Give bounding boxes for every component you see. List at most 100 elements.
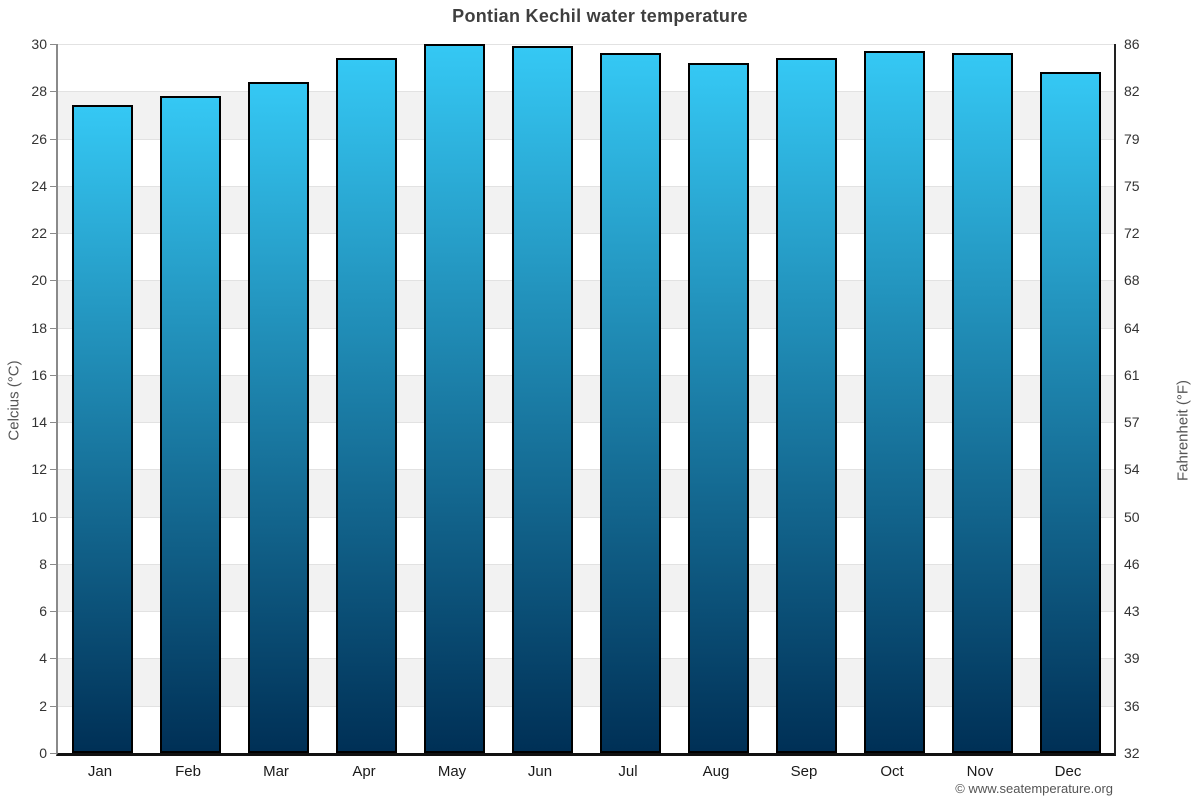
y-tick-right-79: 79 (1124, 130, 1140, 147)
chart-title: Pontian Kechil water temperature (452, 6, 748, 26)
y-tick-mark (50, 469, 56, 471)
gridline (58, 469, 1114, 471)
x-tick-aug: Aug (702, 763, 730, 780)
footer-credit-link[interactable]: © www.seatemperature.org (955, 781, 1113, 796)
y-tick-left-8: 8 (39, 555, 47, 572)
gridline (58, 563, 1114, 565)
y-tick-left-30: 30 (31, 36, 47, 52)
background-band (58, 611, 1114, 659)
x-tick-jan: Jan (87, 763, 113, 780)
y-tick-left-26: 26 (31, 130, 47, 147)
bar-jul[interactable] (599, 53, 661, 753)
gridline (58, 705, 1114, 707)
y-tick-left-2: 2 (39, 697, 47, 714)
bar-apr[interactable] (335, 58, 397, 753)
background-band (58, 233, 1114, 281)
y-tick-left-20: 20 (31, 272, 47, 289)
gridline (58, 422, 1114, 424)
y-tick-right-68: 68 (1124, 272, 1140, 289)
y-tick-mark (50, 516, 56, 518)
y-tick-mark (50, 563, 56, 565)
x-tick-mar: Mar (263, 763, 289, 780)
y-tick-right-57: 57 (1124, 414, 1140, 431)
y-tick-mark (50, 327, 56, 329)
gridline (58, 658, 1114, 660)
y-tick-right-86: 86 (1124, 36, 1140, 52)
background-band (58, 469, 1114, 518)
y-axis-label-fahrenheit: Fahrenheit (°F) (1174, 379, 1192, 482)
bar-sep[interactable] (775, 58, 837, 753)
bar-may[interactable] (423, 44, 485, 753)
gridline (58, 327, 1114, 329)
y-tick-left-18: 18 (31, 319, 47, 336)
y-tick-right-39: 39 (1124, 650, 1140, 667)
x-tick-jul: Jul (618, 763, 638, 780)
background-band (58, 658, 1114, 707)
y-tick-mark (50, 705, 56, 707)
bar-jun[interactable] (511, 46, 573, 753)
y-tick-left-12: 12 (31, 461, 47, 478)
background-band (58, 374, 1114, 423)
y-tick-mark (50, 611, 56, 613)
y-tick-right-50: 50 (1124, 508, 1140, 525)
y-tick-right-54: 54 (1124, 461, 1140, 478)
y-tick-mark (50, 658, 56, 660)
gridline (58, 374, 1114, 376)
y-tick-left-6: 6 (39, 603, 47, 620)
bar-jan[interactable] (71, 105, 133, 753)
gridline (58, 280, 1114, 282)
x-tick-oct: Oct (880, 763, 904, 780)
bar-aug[interactable] (687, 62, 749, 753)
gridline (58, 91, 1114, 93)
x-tick-nov: Nov (966, 763, 994, 780)
y-tick-mark (50, 753, 56, 754)
bar-feb[interactable] (159, 96, 221, 753)
y-tick-left-4: 4 (39, 650, 47, 667)
y-tick-right-61: 61 (1124, 366, 1140, 383)
background-band (58, 185, 1114, 234)
y-tick-left-0: 0 (39, 745, 47, 761)
x-tick-dec: Dec (1054, 763, 1082, 780)
y-tick-left-14: 14 (31, 414, 47, 431)
y-tick-right-43: 43 (1124, 603, 1140, 620)
background-band (58, 516, 1114, 565)
y-tick-left-10: 10 (31, 508, 47, 525)
gridline (58, 138, 1114, 140)
bar-nov[interactable] (951, 53, 1013, 753)
y-tick-left-22: 22 (31, 225, 47, 242)
y-tick-mark (50, 138, 56, 140)
x-tick-feb: Feb (175, 763, 201, 780)
y-tick-right-64: 64 (1124, 319, 1140, 336)
y-tick-right-82: 82 (1124, 83, 1140, 100)
gridline (58, 611, 1114, 613)
y-tick-mark (50, 91, 56, 93)
background-band (58, 422, 1114, 470)
y-tick-right-32: 32 (1124, 745, 1140, 761)
background-band (58, 705, 1114, 754)
background-band (58, 91, 1114, 140)
y-tick-mark (50, 44, 56, 45)
x-tick-sep: Sep (790, 763, 818, 780)
bar-dec[interactable] (1039, 72, 1101, 753)
y-axis-label-celsius: Celcius (°C) (5, 360, 23, 441)
y-tick-right-75: 75 (1124, 177, 1140, 194)
x-tick-may: May (437, 763, 467, 780)
y-tick-left-24: 24 (31, 177, 47, 194)
gridline (58, 44, 1114, 45)
y-tick-right-46: 46 (1124, 555, 1140, 572)
gridline (58, 233, 1114, 235)
gridline (58, 516, 1114, 518)
background-band (58, 44, 1114, 92)
y-tick-mark (50, 280, 56, 282)
y-tick-mark (50, 185, 56, 187)
y-tick-mark (50, 374, 56, 376)
y-tick-mark (50, 422, 56, 424)
bar-mar[interactable] (247, 81, 309, 753)
background-band (58, 138, 1114, 187)
bar-oct[interactable] (863, 51, 925, 753)
y-tick-right-36: 36 (1124, 697, 1140, 714)
y-tick-right-72: 72 (1124, 225, 1140, 242)
background-band (58, 563, 1114, 612)
plot-area (56, 44, 1116, 756)
y-tick-left-28: 28 (31, 83, 47, 100)
